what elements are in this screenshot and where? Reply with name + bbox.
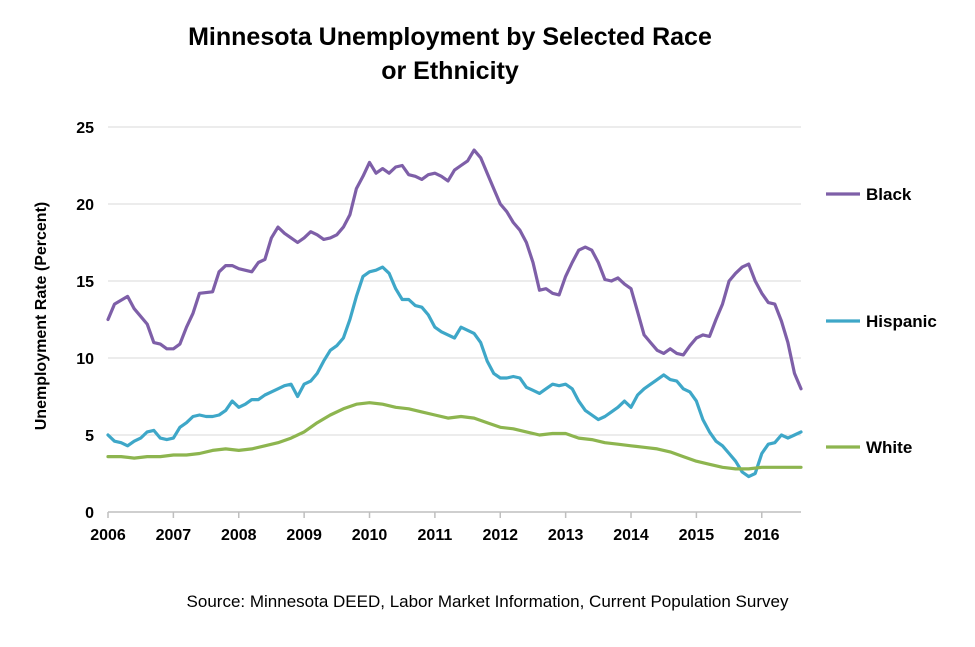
y-tick-label: 20: [76, 197, 94, 214]
legend-label-hispanic: Hispanic: [866, 312, 937, 331]
source-note: Source: Minnesota DEED, Labor Market Inf…: [186, 592, 789, 611]
y-tick-label: 0: [85, 505, 94, 522]
legend-label-black: Black: [866, 185, 912, 204]
series-line-black: [106, 148, 803, 391]
chart-title: Minnesota Unemployment by Selected Race …: [100, 20, 800, 88]
x-tick-label: 2014: [613, 527, 649, 544]
y-tick-label: 15: [76, 274, 94, 291]
y-axis-label: Unemployment Rate (Percent): [33, 202, 50, 431]
x-tick-label: 2015: [679, 527, 715, 544]
series-lines: [106, 148, 803, 479]
x-tick-label: 2011: [418, 527, 453, 544]
gridlines: [108, 126, 801, 436]
y-tick-label: 10: [76, 351, 94, 368]
x-tick-label: 2008: [221, 527, 257, 544]
x-tick-label: 2013: [548, 527, 584, 544]
y-tick-label: 5: [85, 428, 94, 445]
axes: [107, 511, 801, 518]
chart-title-line-2: or Ethnicity: [381, 57, 519, 85]
legend-label-white: White: [866, 438, 912, 457]
legend: Black Hispanic White: [826, 185, 937, 457]
series-line-white: [106, 401, 803, 471]
x-tick-label: 2012: [482, 527, 518, 544]
x-tick-label: 2006: [90, 527, 126, 544]
y-tick-label: 25: [76, 120, 94, 137]
tick-labels: 0 5 10 15 20 25 2006 2007 2008 2009 2010 2011 2012 20…: [76, 120, 779, 544]
x-tick-label: 2009: [286, 527, 322, 544]
chart-title-line-1: Minnesota Unemployment by Selected Race: [188, 23, 712, 51]
x-tick-label: 2016: [744, 527, 780, 544]
series-line-hispanic: [106, 265, 803, 479]
x-tick-label: 2007: [156, 527, 192, 544]
x-tick-label: 2010: [352, 527, 388, 544]
